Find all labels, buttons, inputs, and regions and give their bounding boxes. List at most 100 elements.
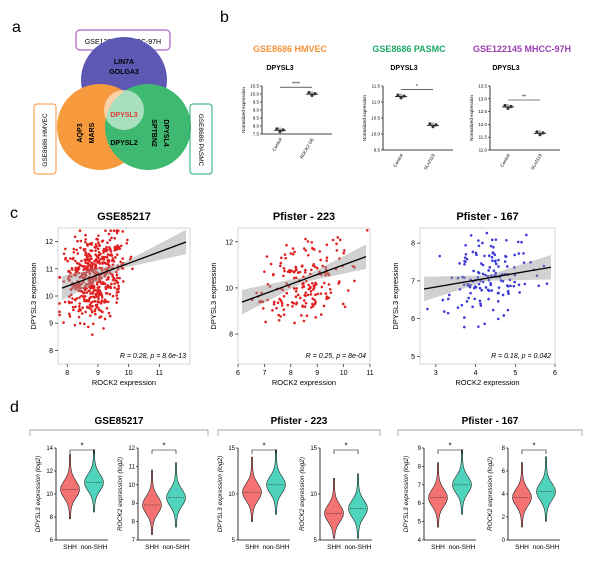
ytick-label-d5: 7 — [418, 483, 422, 489]
data-point-b3 — [535, 130, 539, 134]
scatter-point-c1 — [113, 286, 116, 289]
scatter-point-c1 — [115, 301, 118, 304]
scatter-point-c3 — [474, 251, 478, 255]
violin-shh-d2 — [142, 469, 162, 535]
scatter-point-c1 — [104, 285, 108, 289]
data-point-b2 — [396, 93, 400, 97]
scatter-point-c1 — [108, 238, 112, 242]
scatter-point-c2 — [291, 247, 295, 250]
scatter-point-c2 — [272, 300, 276, 304]
data-point-b2 — [434, 123, 438, 127]
scatter-point-c1 — [74, 273, 78, 277]
ytick-label-b1: 10.0 — [250, 92, 259, 97]
scatter-point-c1 — [97, 300, 101, 304]
ytick-label-d4: 15 — [310, 446, 317, 452]
scatter-point-c3 — [522, 261, 526, 264]
scatter-point-c2 — [306, 293, 310, 297]
scatter-point-c1 — [109, 229, 113, 233]
scatter-point-c1 — [96, 281, 99, 284]
xtick-label-c2: 11 — [366, 370, 373, 377]
scatter-point-c3 — [481, 241, 484, 245]
scatter-point-c2 — [272, 302, 276, 306]
scatter-point-c1 — [58, 310, 61, 313]
scatter-point-c1 — [83, 267, 86, 271]
scatter-point-c2 — [338, 257, 341, 260]
sig-label-d3: * — [262, 442, 265, 451]
scatter-point-c1 — [108, 271, 112, 274]
scatter-point-c3 — [516, 240, 520, 244]
scatter-point-c1 — [89, 314, 92, 317]
scatter-point-c3 — [487, 254, 491, 258]
scatter-point-c1 — [83, 322, 86, 326]
xtick-label-c1: 11 — [156, 370, 163, 377]
scatter-point-c2 — [277, 313, 280, 317]
ytick-label-b3: 12.5 — [478, 109, 487, 114]
xtick-label-c1: 9 — [96, 370, 100, 377]
group-bracket — [217, 429, 381, 436]
xtick-label-d1: SHH — [63, 544, 77, 551]
scatter-point-c1 — [111, 273, 114, 276]
ytick-label-d2: 7 — [132, 538, 136, 544]
scatter-point-c2 — [335, 249, 339, 252]
sig-label-d5: * — [448, 442, 451, 451]
scatter-point-c2 — [304, 249, 308, 252]
scatter-point-c3 — [460, 303, 464, 307]
scatter-point-c2 — [320, 273, 323, 277]
scatter-point-c3 — [491, 259, 494, 262]
scatter-point-c2 — [299, 296, 302, 300]
plot-frame-c3 — [419, 227, 556, 365]
ytick-label-d6: 0 — [502, 538, 506, 544]
scatter-point-c1 — [112, 229, 116, 233]
scatter-point-c1 — [116, 244, 119, 247]
scatter-point-c2 — [294, 302, 298, 306]
scatter-point-c2 — [304, 268, 307, 272]
scatter-point-c2 — [318, 250, 322, 253]
scatter-point-c1 — [81, 280, 85, 284]
scatter-point-c2 — [296, 271, 300, 274]
scatter-point-c2 — [311, 302, 314, 306]
scatter-point-c1 — [97, 285, 101, 289]
scatter-point-c2 — [263, 270, 266, 273]
scatter-point-c1 — [91, 262, 95, 266]
xtick-label-c1: 8 — [65, 370, 69, 377]
scatter-point-c2 — [327, 283, 331, 286]
scatter-point-c2 — [293, 250, 296, 254]
scatter-point-c2 — [311, 297, 314, 300]
scatter-point-c3 — [477, 271, 481, 275]
scatter-point-c1 — [96, 306, 100, 309]
scatter-point-c1 — [94, 246, 97, 249]
scatter-point-c3 — [478, 286, 482, 290]
scatter-point-c3 — [473, 297, 476, 301]
sig-label-b1: **** — [292, 82, 300, 88]
scatter-point-c1 — [82, 297, 86, 301]
xtick-label-c1: 10 — [125, 370, 133, 377]
panel-c2: Pfister - 223 6 7 8 9 10 11 8 10 12 ROCK2 expressi… — [209, 211, 374, 387]
scatter-point-c3 — [535, 274, 539, 277]
scatter-point-c2 — [324, 292, 328, 295]
scatter-point-c3 — [487, 289, 491, 293]
scatter-point-c2 — [282, 294, 286, 298]
group-title: Pfister - 167 — [462, 416, 519, 427]
scatter-point-c1 — [101, 239, 105, 243]
scatter-point-c1 — [113, 245, 117, 249]
venn-orange-label: GSE8686 HMVEC — [42, 113, 49, 167]
scatter-point-c2 — [279, 256, 283, 260]
scatter-point-c1 — [108, 248, 112, 251]
scatter-point-c1 — [96, 241, 100, 244]
scatter-point-c1 — [74, 287, 77, 291]
scatter-point-c3 — [479, 262, 483, 265]
scatter-point-c3 — [463, 316, 466, 319]
scatter-point-c1 — [94, 266, 97, 269]
scatter-point-c3 — [509, 284, 512, 288]
scatter-point-c2 — [288, 270, 292, 274]
xtick-label-d5: SHH — [431, 544, 445, 551]
xtick-label-b2: Control — [392, 153, 404, 168]
scatter-point-c3 — [505, 265, 509, 268]
scatter-point-c1 — [100, 276, 103, 280]
scatter-point-c1 — [88, 272, 92, 276]
scatter-point-c1 — [89, 301, 93, 305]
scatter-point-c1 — [77, 309, 80, 313]
scatter-point-c2 — [335, 242, 338, 246]
scatter-point-c3 — [545, 282, 549, 285]
scatter-point-c3 — [462, 283, 466, 287]
